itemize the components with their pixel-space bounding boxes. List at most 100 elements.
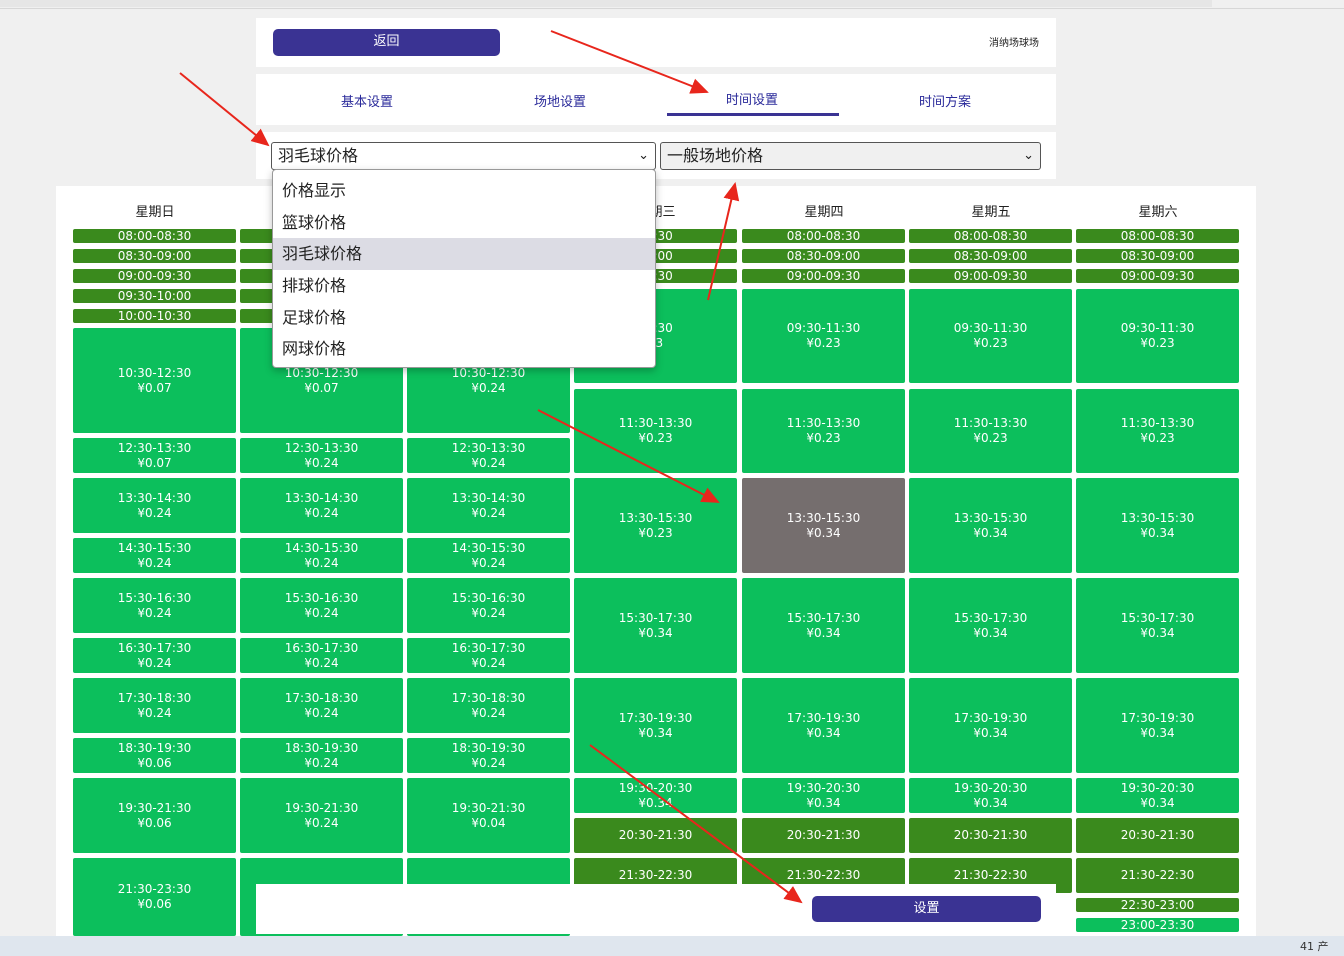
time-slot[interactable]: 11:30-13:30 ¥0.23 — [574, 389, 737, 473]
time-slot[interactable]: 13:30-14:30 ¥0.24 — [73, 478, 236, 533]
time-slot[interactable]: 17:30-19:30 ¥0.34 — [742, 678, 905, 773]
back-button[interactable]: 返回 — [273, 29, 500, 56]
tab-time-plan[interactable]: 时间方案 — [918, 95, 971, 110]
time-slot[interactable]: 09:30-11:30 ¥0.23 — [742, 289, 905, 383]
time-slot-time: 13:30-14:30 — [117, 490, 192, 505]
time-slot[interactable]: 08:30-09:00 — [73, 249, 236, 263]
time-slot-time: 17:30-18:30 — [117, 690, 192, 705]
dropdown-option-price-display[interactable]: 价格显示 — [282, 181, 347, 200]
dropdown-option-badminton[interactable]: 羽毛球价格 — [273, 238, 655, 271]
time-slot-time: 09:30-11:30 — [1120, 321, 1195, 335]
time-slot[interactable]: 13:30-15:30 ¥0.34 — [742, 478, 905, 573]
time-slot[interactable]: 15:30-17:30 ¥0.34 — [1076, 578, 1239, 673]
time-slot[interactable]: 11:30-13:30 ¥0.23 — [909, 389, 1072, 473]
time-slot[interactable]: 17:30-19:30 ¥0.34 — [574, 678, 737, 773]
time-slot[interactable]: 10:00-10:30 — [73, 309, 236, 323]
time-slot[interactable]: 15:30-17:30 ¥0.34 — [574, 578, 737, 673]
time-slot[interactable]: 15:30-17:30 ¥0.34 — [742, 578, 905, 673]
time-slot[interactable]: 20:30-21:30 — [909, 818, 1072, 853]
dropdown-option-tennis[interactable]: 网球价格 — [282, 339, 347, 359]
time-slot[interactable]: 09:00-09:30 — [1076, 269, 1239, 283]
time-slot[interactable]: 17:30-19:30 ¥0.34 — [1076, 678, 1239, 773]
time-slot[interactable]: 09:30-11:30 ¥0.23 — [1076, 289, 1239, 383]
time-slot[interactable]: 09:30-10:00 — [73, 289, 236, 303]
time-slot[interactable]: 17:30-18:30 ¥0.24 — [73, 678, 236, 733]
sport-price-dropdown: 价格显示 篮球价格 羽毛球价格 排球价格 足球价格 网球价格 — [272, 169, 656, 368]
time-slot[interactable]: 13:30-14:30 ¥0.24 — [407, 478, 570, 533]
time-slot[interactable]: 16:30-17:30 ¥0.24 — [73, 638, 236, 673]
time-slot[interactable]: 15:30-16:30 ¥0.24 — [73, 578, 236, 633]
time-slot[interactable]: 17:30-18:30 ¥0.24 — [407, 678, 570, 733]
field-price-select[interactable]: 一般场地价格 ⌄ — [660, 142, 1041, 170]
tab-time-settings[interactable]: 时间设置 — [725, 93, 778, 108]
time-slot[interactable]: 18:30-19:30 ¥0.24 — [407, 738, 570, 773]
dropdown-option-volleyball[interactable]: 排球价格 — [282, 276, 347, 296]
time-slot[interactable]: 19:30-20:30 ¥0.34 — [742, 778, 905, 813]
time-slot[interactable]: 13:30-15:30 ¥0.34 — [1076, 478, 1239, 573]
time-slot[interactable]: 08:00-08:30 — [73, 229, 236, 243]
time-slot-price: ¥0.07 — [137, 455, 172, 470]
time-slot-time: 14:30-15:30 — [451, 540, 526, 555]
time-slot[interactable]: 12:30-13:30 ¥0.24 — [240, 438, 403, 473]
time-slot-time: 08:00-08:30 — [953, 229, 1028, 243]
time-slot[interactable]: 09:00-09:30 — [742, 269, 905, 283]
time-slot-price: ¥0.34 — [806, 525, 841, 540]
time-slot[interactable]: 15:30-16:30 ¥0.24 — [407, 578, 570, 633]
time-slot-time: 17:30-19:30 — [953, 710, 1028, 725]
time-slot-price: ¥0.24 — [471, 605, 506, 620]
time-slot[interactable]: 09:00-09:30 — [909, 269, 1072, 283]
time-slot[interactable]: 19:30-20:30 ¥0.34 — [909, 778, 1072, 813]
time-slot[interactable]: 15:30-17:30 ¥0.34 — [909, 578, 1072, 673]
time-slot[interactable]: 22:30-23:00 — [1076, 898, 1239, 912]
time-slot[interactable]: 13:30-14:30 ¥0.24 — [240, 478, 403, 533]
time-slot[interactable]: 09:00-09:30 — [73, 269, 236, 283]
time-slot[interactable]: 08:00-08:30 — [742, 229, 905, 243]
time-slot[interactable]: 08:30-09:00 — [1076, 249, 1239, 263]
time-slot[interactable]: 13:30-15:30 ¥0.23 — [574, 478, 737, 573]
time-slot-price: ¥0.24 — [137, 555, 172, 570]
time-slot[interactable]: 14:30-15:30 ¥0.24 — [407, 538, 570, 573]
time-slot[interactable]: 19:30-21:30 ¥0.24 — [240, 778, 403, 853]
time-slot[interactable]: 20:30-21:30 — [1076, 818, 1239, 853]
time-slot[interactable]: 17:30-18:30 ¥0.24 — [240, 678, 403, 733]
time-slot[interactable]: 13:30-15:30 ¥0.34 — [909, 478, 1072, 573]
time-slot[interactable]: 18:30-19:30 ¥0.24 — [240, 738, 403, 773]
tab-field-settings[interactable]: 场地设置 — [533, 95, 586, 110]
time-slot[interactable]: 14:30-15:30 ¥0.24 — [240, 538, 403, 573]
time-slot[interactable]: 10:30-12:30 ¥0.07 — [73, 328, 236, 433]
time-slot[interactable]: 09:30-11:30 ¥0.23 — [909, 289, 1072, 383]
dropdown-option-basketball[interactable]: 篮球价格 — [282, 212, 347, 232]
time-slot[interactable]: 08:30-09:00 — [742, 249, 905, 263]
time-slot[interactable]: 21:30-22:30 — [1076, 858, 1239, 893]
time-slot[interactable]: 16:30-17:30 ¥0.24 — [407, 638, 570, 673]
time-slot[interactable]: 08:00-08:30 — [909, 229, 1072, 243]
time-slot[interactable]: 21:30-23:30 ¥0.06 — [73, 858, 236, 936]
time-slot[interactable]: 20:30-21:30 — [574, 818, 737, 853]
dropdown-option-football[interactable]: 足球价格 — [282, 307, 347, 327]
time-slot[interactable]: 23:00-23:30 — [1076, 918, 1239, 932]
time-slot[interactable]: 19:30-21:30 ¥0.06 — [73, 778, 236, 853]
time-slot[interactable]: 18:30-19:30 ¥0.06 — [73, 738, 236, 773]
time-slot[interactable]: 19:30-21:30 ¥0.04 — [407, 778, 570, 853]
time-slot-time: 09:30-11:30 — [786, 321, 861, 335]
time-slot[interactable]: 17:30-19:30 ¥0.34 — [909, 678, 1072, 773]
sport-price-select[interactable]: 羽毛球价格 ⌄ — [271, 142, 656, 170]
time-slot[interactable]: 12:30-13:30 ¥0.07 — [73, 438, 236, 473]
time-slot[interactable]: 08:30-09:00 — [909, 249, 1072, 263]
time-slot[interactable]: 08:00-08:30 — [1076, 229, 1239, 243]
time-slot[interactable]: 11:30-13:30 ¥0.23 — [742, 389, 905, 473]
time-slot[interactable]: 19:30-20:30 ¥0.34 — [1076, 778, 1239, 813]
time-slot[interactable]: 15:30-16:30 ¥0.24 — [240, 578, 403, 633]
time-slot[interactable]: 16:30-17:30 ¥0.24 — [240, 638, 403, 673]
set-button[interactable]: 设置 — [812, 896, 1041, 922]
day-header: 星期五 — [971, 205, 1011, 220]
time-slot[interactable]: 20:30-21:30 — [742, 818, 905, 853]
horizontal-scrollbar[interactable] — [0, 0, 1212, 7]
time-slot-price: ¥0.24 — [471, 380, 506, 395]
time-slot[interactable]: 19:30-20:30 ¥0.34 — [574, 778, 737, 813]
time-slot[interactable]: 11:30-13:30 ¥0.23 — [1076, 389, 1239, 473]
tab-basic-settings[interactable]: 基本设置 — [340, 95, 393, 110]
time-slot-time: 12:30-13:30 — [284, 440, 359, 455]
time-slot[interactable]: 12:30-13:30 ¥0.24 — [407, 438, 570, 473]
time-slot[interactable]: 14:30-15:30 ¥0.24 — [73, 538, 236, 573]
